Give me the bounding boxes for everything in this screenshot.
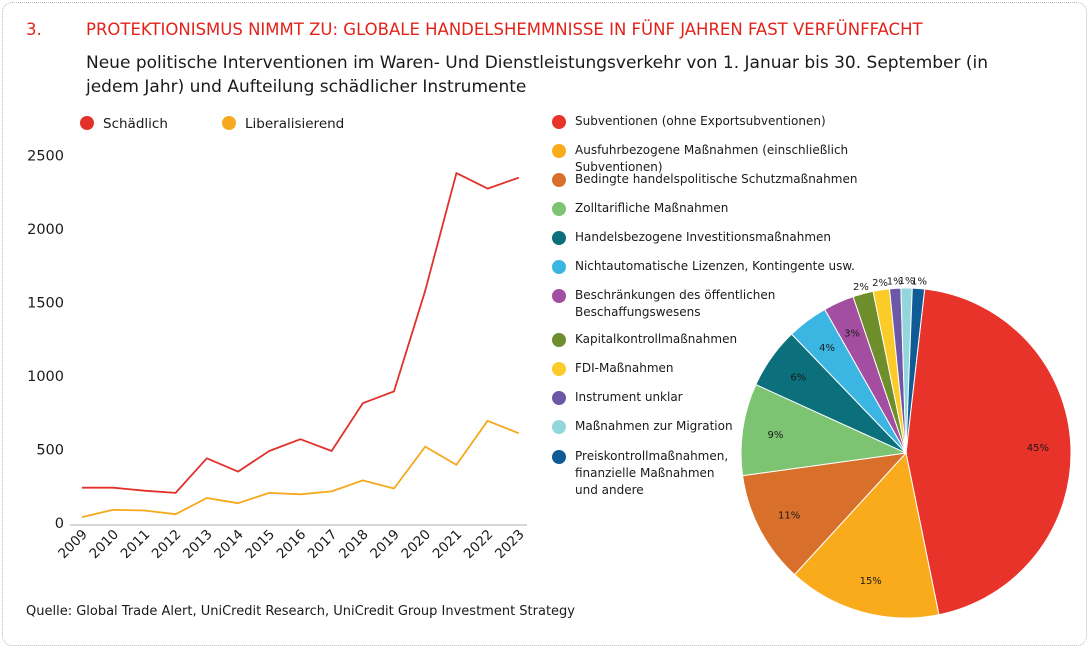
pie-slice-label: 9% (767, 430, 783, 441)
pie-legend-label: Zolltarifliche Maßnahmen (575, 201, 729, 215)
figure-subtitle: Neue politische Interventionen im Waren-… (86, 53, 989, 97)
pie-legend-swatch (552, 362, 566, 376)
pie-legend-swatch (552, 144, 566, 158)
pie-slice-preiskontrollmassnahmen (905, 287, 926, 454)
pie-slice-label: 4% (819, 343, 835, 354)
pie-slice-bedingte-handelspolitische-schutzmassnah (742, 452, 908, 576)
legend-swatch-liberalisierend (222, 116, 236, 130)
pie-slice-ausfuhrbezogene-massnahmen-einschliessli (793, 451, 940, 619)
legend-swatch-schaedlich (80, 116, 94, 130)
x-tick-label: 2022 (461, 527, 497, 563)
x-tick-label: 2010 (86, 527, 122, 563)
pie-legend-swatch (552, 231, 566, 245)
pie-slice-label: 11% (778, 510, 800, 521)
pie-legend-label: Subventionen (ohne Exportsubventionen) (575, 114, 826, 128)
pie-slice-label: 2% (872, 278, 888, 289)
figure-title: PROTEKTIONISMUS NIMMT ZU: GLOBALE HANDEL… (86, 20, 923, 39)
pie-legend-label: Maßnahmen zur Migration (575, 419, 733, 433)
pie-chart: 45%15%11%9%6%4%3%2% 2%1%1%1% (740, 276, 1072, 619)
pie-legend-swatch (552, 173, 566, 187)
y-tick-label: 2000 (27, 222, 64, 238)
series-line-liberalisierend (81, 419, 520, 518)
series-line-schaedlich (82, 172, 520, 494)
legend-item-schaedlich: Schädlich (80, 116, 168, 132)
pie-legend-swatch (552, 289, 566, 303)
pie-legend-label: FDI-Maßnahmen (575, 361, 674, 375)
pie-legend-swatch (552, 450, 566, 464)
y-tick-label: 1500 (27, 296, 64, 312)
x-tick-label: 2014 (211, 527, 247, 563)
pie-legend-swatch (552, 333, 566, 347)
x-tick-label: 2016 (274, 527, 310, 563)
y-tick-label: 500 (36, 443, 64, 459)
pie-slice-label: 1% (899, 276, 915, 287)
legend-item-liberalisierend: Liberalisierend (222, 116, 344, 132)
pie-slice-subventionen-ohne-exportsubventionen (905, 288, 1072, 616)
pie-legend-label: Nichtautomatische Lizenzen, Kontingente … (575, 259, 855, 273)
x-tick-label: 2015 (242, 527, 278, 563)
figure-number: 3. (26, 20, 42, 39)
x-tick-label: 2023 (492, 527, 528, 563)
pie-slice-label: 3% (844, 329, 860, 340)
x-tick-label: 2019 (367, 527, 403, 563)
pie-slice-label: 45% (1027, 443, 1049, 454)
x-tick-label: 2018 (336, 527, 372, 563)
pie-legend-swatch (552, 260, 566, 274)
x-tick-label: 2021 (430, 527, 466, 563)
x-tick-label: 2017 (305, 527, 341, 563)
pie-slice-label: 2% (853, 282, 869, 293)
pie-slice-zolltarifliche-massnahmen (740, 383, 908, 477)
y-tick-label: 2500 (27, 149, 64, 165)
x-tick-label: 2013 (180, 527, 216, 563)
pie-legend-swatch (552, 115, 566, 129)
pie-legend-label: Instrument unklar (575, 390, 683, 404)
pie-legend-label: Kapitalkontrollmaßnahmen (575, 332, 738, 346)
pie-legend-label: Preiskontrollmaßnahmen, finanzielle Maßn… (575, 449, 729, 497)
x-tick-label: 2011 (118, 527, 154, 563)
pie-legend-label: Beschränkungen des öffentlichen Beschaff… (575, 288, 776, 319)
pie-legend-swatch (552, 391, 566, 405)
pie-legend-label: Ausfuhrbezogene Maßnahmen (einschließlic… (575, 143, 849, 174)
pie-legend-swatch (552, 202, 566, 216)
y-tick-label: 1000 (27, 369, 64, 385)
pie-slice-label: 15% (860, 576, 882, 587)
pie-legend-label: Bedingte handelspolitische Schutzmaßnahm… (575, 172, 858, 186)
pie-legend-swatch (552, 420, 566, 434)
x-tick-label: 2012 (149, 527, 185, 563)
pie-slice-label: 1% (887, 276, 903, 287)
source-note: Quelle: Global Trade Alert, UniCredit Re… (26, 604, 575, 619)
x-tick-label: 2020 (398, 527, 434, 563)
line-chart: 0500100015002000250020092010201120122013… (27, 149, 528, 563)
pie-legend-label: Handelsbezogene Investitionsmaßnahmen (575, 230, 832, 244)
pie-slice-label: 6% (790, 373, 806, 384)
y-tick-label: 0 (55, 516, 64, 532)
legend-label-schaedlich: Schädlich (103, 116, 168, 132)
legend-label-liberalisierend: Liberalisierend (245, 116, 345, 132)
pie-slice-label: 1% (911, 277, 927, 288)
